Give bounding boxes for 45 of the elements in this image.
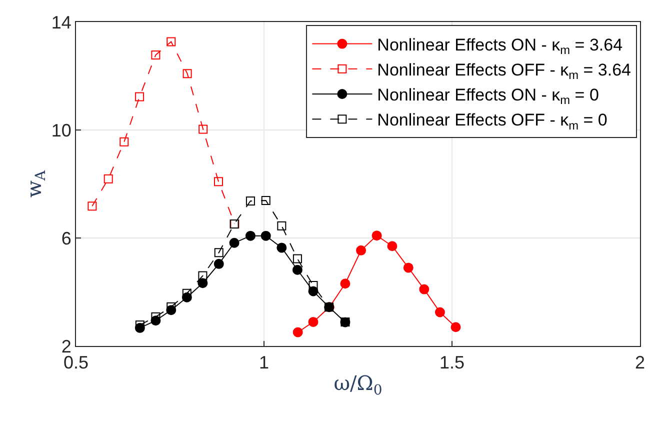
point [308,316,318,327]
point [104,174,113,184]
point [182,69,192,78]
legend-label: Nonlinear Effects OFF - κ$_{m}$ = 0 [377,110,608,132]
point [166,37,176,46]
point [245,230,256,241]
point [277,221,286,230]
point [214,248,224,258]
point [292,254,302,264]
x-tick-label: 1.5 [439,352,465,373]
point [356,245,366,256]
point [308,281,318,290]
point [229,238,240,248]
point [214,258,224,269]
point [419,284,430,294]
point [260,230,271,241]
y-tick-label: 10 [51,120,72,140]
legend-label: Nonlinear Effects OFF - κ$_{m}$ = 3.64 [377,60,632,82]
point [292,264,302,275]
point [198,271,208,280]
point [276,242,287,253]
point [214,177,223,186]
point [434,307,445,318]
point [135,320,144,330]
legend-label: Nonlinear Effects ON - κ$_{m}$ = 0 [377,86,599,108]
point [403,262,414,273]
point [372,230,382,241]
point [450,322,461,332]
y-tick-label: 14 [51,12,72,32]
x-tick-label: 1 [258,352,270,373]
point [340,278,350,289]
point [151,50,160,60]
x-axis-title: ω/Ω$_{0}$ [334,371,382,398]
y-tick-label: 6 [61,228,72,248]
point [246,196,255,206]
point [166,302,176,312]
point [120,137,129,146]
point [135,92,144,102]
point [387,241,398,252]
x-tick-label: 2 [634,352,646,373]
point [261,196,270,205]
point [88,202,97,211]
legend-label: Nonlinear Effects ON - κ$_{m}$ = 3.64 [377,35,623,57]
point [292,327,303,338]
point [198,124,208,134]
